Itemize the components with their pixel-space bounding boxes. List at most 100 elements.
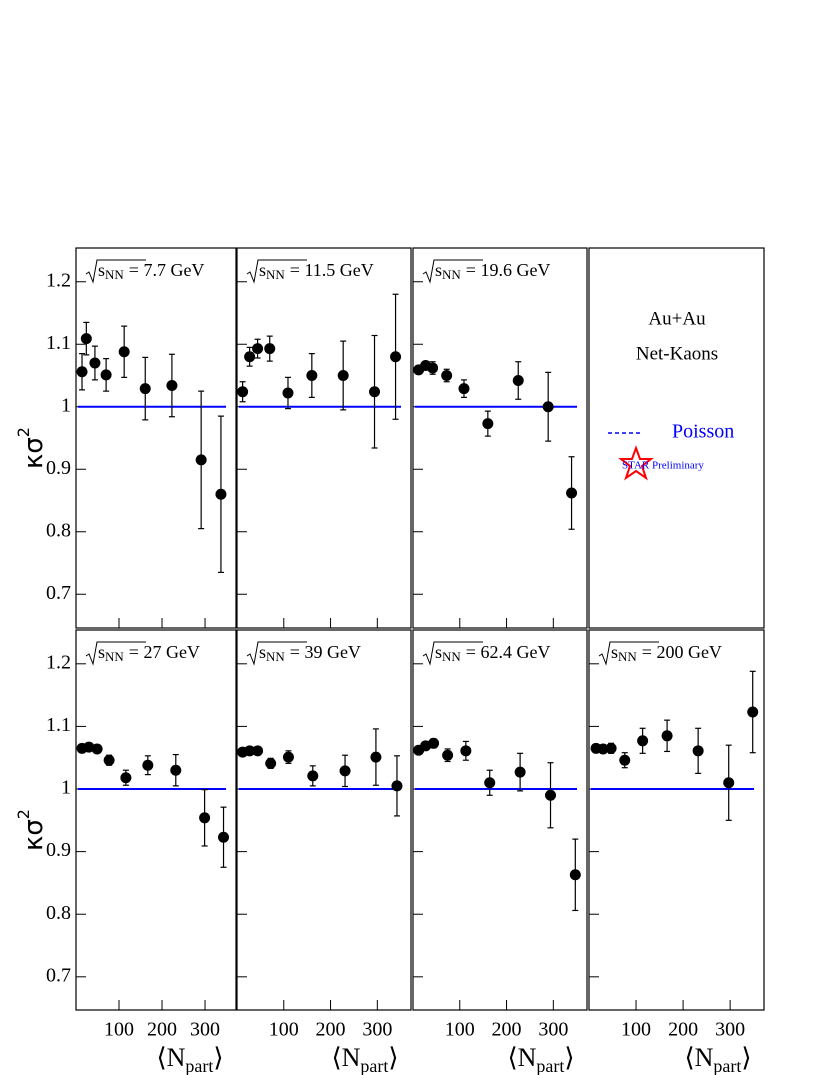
y-tick-label: 0.7 xyxy=(46,964,71,986)
data-point xyxy=(661,730,673,742)
y-tick-label: 0.8 xyxy=(46,902,71,924)
data-point xyxy=(120,772,132,784)
title-symbol: s xyxy=(259,260,266,280)
x-tick-label: 300 xyxy=(362,1019,392,1041)
data-point xyxy=(370,751,382,763)
data-point xyxy=(103,754,115,766)
x-axis-label: ⟨Npart⟩ xyxy=(507,1043,574,1075)
x-label-open: ⟨ xyxy=(507,1043,517,1072)
data-point xyxy=(390,351,402,363)
title-symbol: s xyxy=(259,642,266,662)
x-label-sub: part xyxy=(185,1056,213,1075)
data-point xyxy=(170,764,182,776)
panel-frame xyxy=(75,247,237,629)
data-point xyxy=(569,869,581,881)
y-tick-label: 1.2 xyxy=(46,651,71,673)
radical-sign xyxy=(85,259,146,284)
title-symbol: s xyxy=(611,642,618,662)
title-subscript: NN xyxy=(266,649,285,664)
panel-frame xyxy=(236,629,412,1011)
title-text: = 27 GeV xyxy=(129,642,200,662)
data-point xyxy=(282,387,294,399)
x-axis-label: ⟨Npart⟩ xyxy=(684,1043,751,1075)
y-axis-label: κσ2 xyxy=(14,427,49,469)
x-axis-label: ⟨Npart⟩ xyxy=(156,1043,223,1075)
data-point xyxy=(76,366,88,378)
x-label-text: N xyxy=(167,1043,186,1072)
data-point xyxy=(252,745,264,757)
x-tick-label: 100 xyxy=(269,1019,299,1041)
radical-sign xyxy=(246,259,307,284)
legend-panel xyxy=(588,247,765,629)
panel-frame xyxy=(412,629,588,1011)
data-point xyxy=(458,383,470,395)
title-symbol: s xyxy=(98,642,105,662)
x-label-text: N xyxy=(342,1043,361,1072)
x-tick-label: 300 xyxy=(190,1019,220,1041)
y-tick-label: 0.9 xyxy=(46,839,71,861)
x-tick-label: 100 xyxy=(621,1019,651,1041)
data-point xyxy=(100,369,112,381)
data-point xyxy=(619,754,631,766)
data-point xyxy=(428,737,440,749)
data-point xyxy=(89,357,101,369)
y-label-sup: 2 xyxy=(14,809,33,819)
x-tick-label: 100 xyxy=(104,1019,134,1041)
data-point xyxy=(252,343,264,355)
y-tick-label: 1.2 xyxy=(46,269,71,291)
y-tick-label: 1.1 xyxy=(46,332,71,354)
title-text: = 7.7 GeV xyxy=(129,260,205,280)
title-subscript: NN xyxy=(442,267,461,282)
data-point xyxy=(637,735,649,747)
data-point xyxy=(306,370,318,381)
data-point xyxy=(80,333,92,345)
title-text: = 200 GeV xyxy=(642,642,722,662)
x-label-open: ⟨ xyxy=(331,1043,341,1072)
x-tick-label: 300 xyxy=(538,1019,568,1041)
panel-title: sNN = 7.7 GeV xyxy=(98,260,204,282)
data-point xyxy=(391,780,403,792)
title-subscript: NN xyxy=(266,267,285,282)
data-point xyxy=(442,749,454,761)
y-tick-label: 0.9 xyxy=(46,457,71,479)
legend-entry: Poisson xyxy=(672,421,734,443)
panel-frame xyxy=(588,629,765,1011)
data-point xyxy=(139,383,151,395)
data-point xyxy=(244,745,256,757)
data-point xyxy=(514,766,526,778)
data-point xyxy=(91,743,103,755)
data-point xyxy=(545,789,557,801)
title-symbol: s xyxy=(98,260,105,280)
data-point xyxy=(441,370,453,381)
data-point xyxy=(237,386,249,398)
watermark: STAR Preliminary xyxy=(622,460,704,472)
x-label-open: ⟨ xyxy=(156,1043,166,1072)
data-point xyxy=(339,765,351,777)
data-point xyxy=(427,362,439,374)
x-label-text: N xyxy=(518,1043,537,1072)
panel-title: sNN = 200 GeV xyxy=(611,642,722,664)
data-point xyxy=(542,401,554,413)
y-label-sup: 2 xyxy=(14,427,33,437)
title-symbol: s xyxy=(435,260,442,280)
data-point xyxy=(460,745,472,757)
x-label-open: ⟨ xyxy=(684,1043,694,1072)
title-text: = 11.5 GeV xyxy=(290,260,374,280)
y-label-text: κσ xyxy=(19,437,49,469)
y-axis-label: κσ2 xyxy=(14,809,49,851)
panel-title: sNN = 62.4 GeV xyxy=(435,642,550,664)
data-point xyxy=(195,454,207,466)
x-tick-label: 300 xyxy=(715,1019,745,1041)
x-label-sub: part xyxy=(360,1056,388,1075)
x-label-close: ⟩ xyxy=(388,1043,398,1072)
radical-sign xyxy=(85,641,146,666)
title-text: = 19.6 GeV xyxy=(466,260,551,280)
data-point xyxy=(605,742,617,754)
panel-title: sNN = 27 GeV xyxy=(98,642,200,664)
data-point xyxy=(218,831,230,843)
x-tick-label: 200 xyxy=(492,1019,522,1041)
data-point xyxy=(282,751,294,763)
title-symbol: s xyxy=(435,642,442,662)
x-tick-label: 200 xyxy=(316,1019,346,1041)
data-point xyxy=(307,770,319,782)
